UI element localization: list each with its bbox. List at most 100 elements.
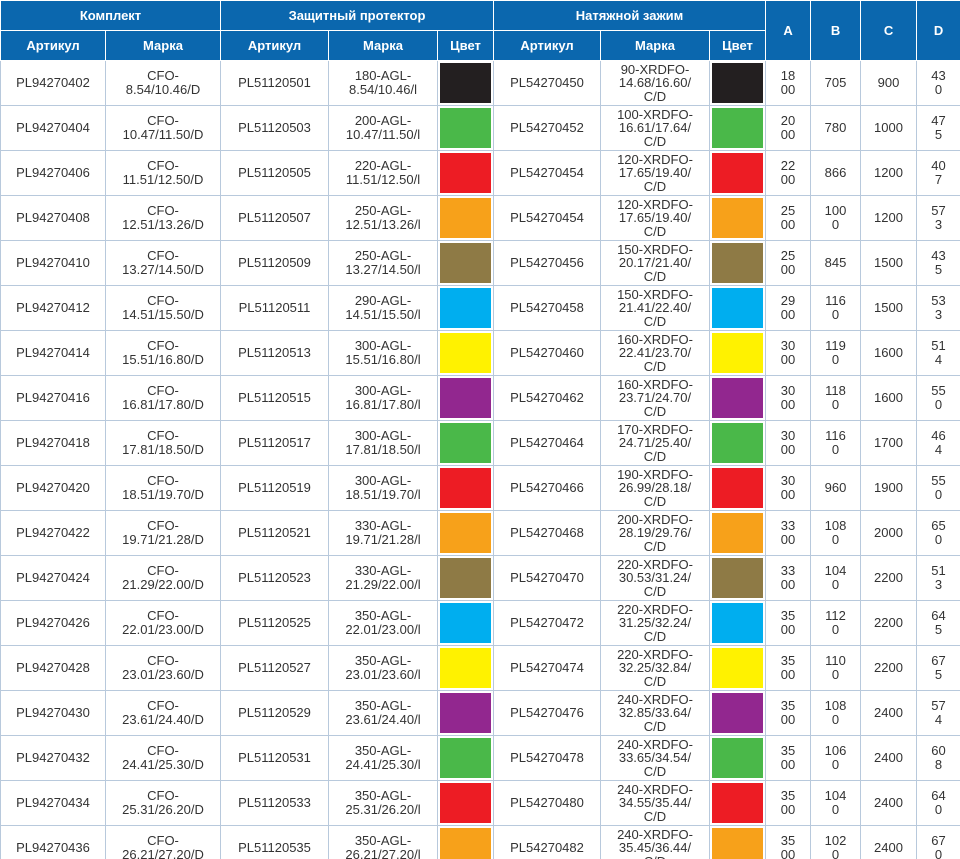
color-cell: [708, 645, 767, 691]
table-row: PL94270424 CFO-21.29/22.00/D PL51120523 330…: [0, 555, 960, 601]
clamp-article: PL54270470: [493, 555, 601, 601]
color-swatch: [440, 828, 491, 859]
table-row: PL94270410 CFO-13.27/14.50/D PL51120509 250…: [0, 240, 960, 286]
color-swatch: [440, 243, 491, 283]
kit-article: PL94270424: [0, 555, 106, 601]
column-header: Артикул: [220, 30, 329, 61]
protector-brand: 350-AGL-24.41/25.30/l: [328, 735, 438, 781]
color-swatch: [440, 693, 491, 733]
kit-article: PL94270404: [0, 105, 106, 151]
protector-article: PL51120533: [220, 780, 329, 826]
kit-article: PL94270428: [0, 645, 106, 691]
dim-c: 2400: [860, 735, 918, 781]
protector-article: PL51120529: [220, 690, 329, 736]
clamp-brand: 160-XRDFO-22.41/23.70/C/D: [600, 330, 710, 376]
kit-brand: CFO-21.29/22.00/D: [105, 555, 221, 601]
color-swatch: [440, 423, 491, 463]
table-row: PL94270414 CFO-15.51/16.80/D PL51120513 300…: [0, 330, 960, 376]
protector-article: PL51120509: [220, 240, 329, 286]
kit-article: PL94270406: [0, 150, 106, 196]
dim-c: 1600: [860, 330, 918, 376]
group-header: Натяжной зажим: [492, 0, 767, 31]
protector-article: PL51120521: [220, 510, 329, 556]
column-header: Артикул: [0, 30, 106, 61]
color-swatch: [440, 153, 491, 193]
color-swatch: [712, 828, 764, 859]
clamp-article: PL54270454: [493, 195, 601, 241]
clamp-article: PL54270472: [493, 600, 601, 646]
dim-b: 1080: [810, 510, 862, 556]
protector-brand: 350-AGL-23.01/23.60/l: [328, 645, 438, 691]
clamp-brand: 200-XRDFO-28.19/29.76/C/D: [600, 510, 710, 556]
dim-c: 2200: [860, 600, 918, 646]
group-header: Защитный протектор: [220, 0, 494, 31]
protector-brand: 200-AGL-10.47/11.50/l: [328, 105, 438, 151]
color-swatch: [712, 468, 764, 508]
dim-a: 3300: [765, 510, 812, 556]
dim-b: 1160: [810, 420, 862, 466]
dim-c: 2400: [860, 780, 918, 826]
table-row: PL94270412 CFO-14.51/15.50/D PL51120511 290…: [0, 285, 960, 331]
kit-brand: CFO-12.51/13.26/D: [105, 195, 221, 241]
dim-b: 845: [810, 240, 862, 286]
color-cell: [437, 195, 494, 241]
dim-a: 3300: [765, 555, 812, 601]
kit-article: PL94270402: [0, 60, 106, 106]
kit-article: PL94270432: [0, 735, 106, 781]
color-cell: [437, 825, 494, 859]
color-swatch: [440, 738, 491, 778]
clamp-brand: 240-XRDFO-33.65/34.54/C/D: [600, 735, 710, 781]
protector-article: PL51120503: [220, 105, 329, 151]
dim-header: D: [916, 0, 960, 61]
protector-brand: 330-AGL-21.29/22.00/l: [328, 555, 438, 601]
dim-b: 1160: [810, 285, 862, 331]
dim-a: 3500: [765, 600, 812, 646]
table-row: PL94270434 CFO-25.31/26.20/D PL51120533 350…: [0, 780, 960, 826]
color-cell: [437, 735, 494, 781]
dim-c: 1500: [860, 285, 918, 331]
dim-a: 3000: [765, 375, 812, 421]
color-cell: [437, 420, 494, 466]
clamp-brand: 240-XRDFO-35.45/36.44/C/D: [600, 825, 710, 859]
kit-article: PL94270408: [0, 195, 106, 241]
kit-brand: CFO-22.01/23.00/D: [105, 600, 221, 646]
color-cell: [437, 600, 494, 646]
color-swatch: [440, 468, 491, 508]
column-header: Цвет: [708, 30, 767, 61]
table-row: PL94270402 CFO-8.54/10.46/D PL51120501 180-…: [0, 60, 960, 106]
table-row: PL94270426 CFO-22.01/23.00/D PL51120525 350…: [0, 600, 960, 646]
clamp-article: PL54270478: [493, 735, 601, 781]
protector-brand: 350-AGL-22.01/23.00/l: [328, 600, 438, 646]
clamp-article: PL54270464: [493, 420, 601, 466]
dim-d: 650: [916, 510, 960, 556]
color-cell: [437, 330, 494, 376]
kit-article: PL94270410: [0, 240, 106, 286]
clamp-article: PL54270468: [493, 510, 601, 556]
color-swatch: [712, 288, 764, 328]
dim-c: 1600: [860, 375, 918, 421]
kit-brand: CFO-15.51/16.80/D: [105, 330, 221, 376]
dim-d: 513: [916, 555, 960, 601]
clamp-article: PL54270462: [493, 375, 601, 421]
color-cell: [708, 690, 767, 736]
color-swatch: [440, 783, 491, 823]
dim-a: 2500: [765, 195, 812, 241]
clamp-brand: 100-XRDFO-16.61/17.64/C/D: [600, 105, 710, 151]
dim-a: 3500: [765, 735, 812, 781]
dim-a: 3000: [765, 330, 812, 376]
protector-brand: 350-AGL-26.21/27.20/l: [328, 825, 438, 859]
color-cell: [708, 105, 767, 151]
dim-b: 705: [810, 60, 862, 106]
color-cell: [437, 645, 494, 691]
protector-article: PL51120523: [220, 555, 329, 601]
protector-article: PL51120507: [220, 195, 329, 241]
clamp-article: PL54270482: [493, 825, 601, 859]
clamp-article: PL54270466: [493, 465, 601, 511]
dim-a: 2000: [765, 105, 812, 151]
color-swatch: [712, 243, 764, 283]
column-header: Марка: [600, 30, 710, 61]
clamp-brand: 170-XRDFO-24.71/25.40/C/D: [600, 420, 710, 466]
kit-brand: CFO-16.81/17.80/D: [105, 375, 221, 421]
color-swatch: [712, 603, 764, 643]
color-swatch: [712, 108, 764, 148]
